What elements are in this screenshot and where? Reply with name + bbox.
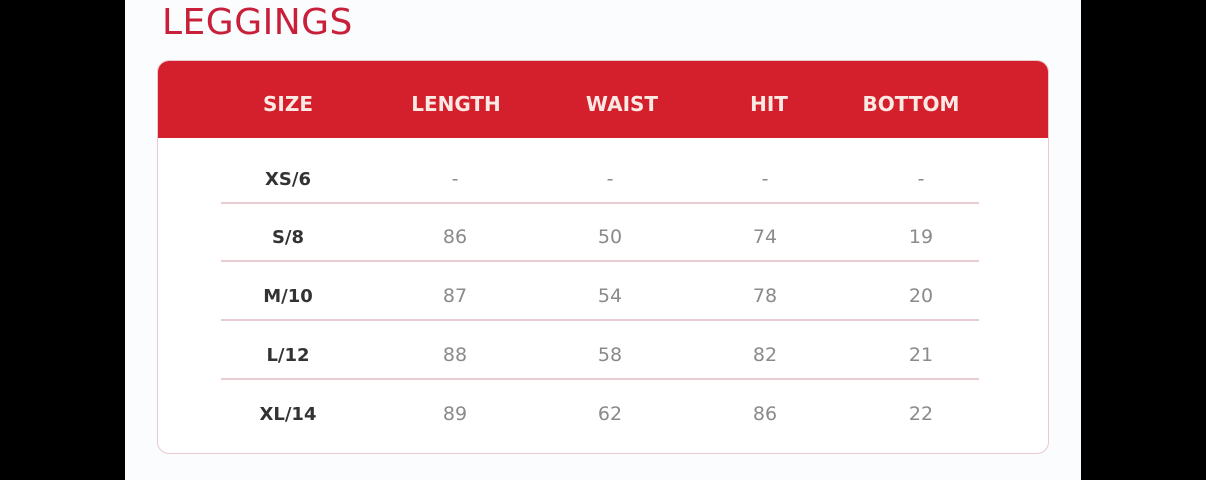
value-cell: 62 bbox=[597, 403, 623, 425]
value-cell: 50 bbox=[597, 226, 623, 248]
row-divider bbox=[221, 319, 979, 321]
value-cell: 78 bbox=[752, 285, 778, 307]
table-row: XL/14 89 62 86 22 bbox=[158, 385, 1048, 444]
value-cell: - bbox=[761, 168, 769, 190]
column-header-waist: WAIST bbox=[585, 92, 659, 116]
value-cell: 89 bbox=[442, 403, 468, 425]
size-cell: XL/14 bbox=[259, 404, 317, 425]
size-cell: S/8 bbox=[271, 227, 305, 248]
value-cell: 88 bbox=[442, 344, 468, 366]
value-cell: 82 bbox=[752, 344, 778, 366]
table-row: M/10 87 54 78 20 bbox=[158, 267, 1048, 326]
row-divider bbox=[221, 378, 979, 380]
page-title: LEGGINGS bbox=[162, 2, 353, 43]
table-row: S/8 86 50 74 19 bbox=[158, 208, 1048, 267]
column-header-hit: HIT bbox=[750, 92, 788, 116]
column-header-length: LENGTH bbox=[411, 92, 501, 116]
size-chart-table: SIZE LENGTH WAIST HIT BOTTOM XS/6 - - - - S/8 86 50… bbox=[157, 60, 1049, 454]
table-row: L/12 88 58 82 21 bbox=[158, 326, 1048, 385]
value-cell: 19 bbox=[908, 226, 934, 248]
value-cell: - bbox=[606, 168, 614, 190]
table-header: SIZE LENGTH WAIST HIT BOTTOM bbox=[158, 61, 1048, 138]
value-cell: - bbox=[451, 168, 459, 190]
value-cell: 86 bbox=[752, 403, 778, 425]
value-cell: 21 bbox=[908, 344, 934, 366]
value-cell: 54 bbox=[597, 285, 623, 307]
value-cell: 74 bbox=[752, 226, 778, 248]
size-cell: M/10 bbox=[263, 286, 313, 307]
row-divider bbox=[221, 202, 979, 204]
value-cell: 86 bbox=[442, 226, 468, 248]
value-cell: 87 bbox=[442, 285, 468, 307]
column-header-size: SIZE bbox=[262, 92, 314, 116]
table-row: XS/6 - - - - bbox=[158, 150, 1048, 209]
size-cell: L/12 bbox=[266, 345, 310, 366]
value-cell: - bbox=[917, 168, 925, 190]
value-cell: 20 bbox=[908, 285, 934, 307]
row-divider bbox=[221, 260, 979, 262]
value-cell: 58 bbox=[597, 344, 623, 366]
size-cell: XS/6 bbox=[265, 169, 311, 190]
value-cell: 22 bbox=[908, 403, 934, 425]
column-header-bottom: BOTTOM bbox=[862, 92, 960, 116]
